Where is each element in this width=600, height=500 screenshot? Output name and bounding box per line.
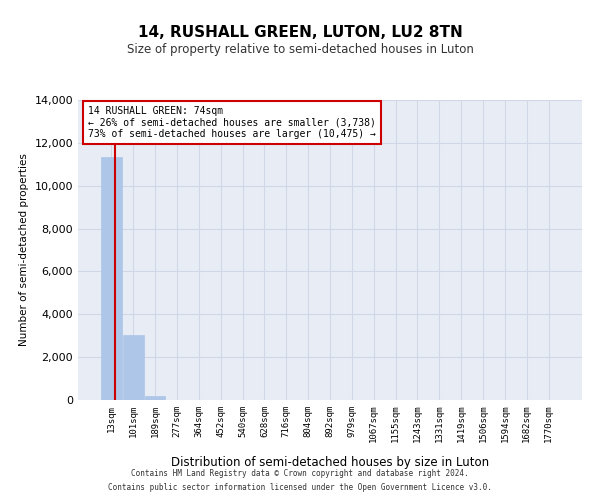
Text: 14, RUSHALL GREEN, LUTON, LU2 8TN: 14, RUSHALL GREEN, LUTON, LU2 8TN <box>137 25 463 40</box>
Text: Contains HM Land Registry data © Crown copyright and database right 2024.: Contains HM Land Registry data © Crown c… <box>131 468 469 477</box>
Text: Size of property relative to semi-detached houses in Luton: Size of property relative to semi-detach… <box>127 44 473 57</box>
Bar <box>101 158 122 400</box>
Text: Contains public sector information licensed under the Open Government Licence v3: Contains public sector information licen… <box>108 484 492 492</box>
Bar <box>145 396 166 400</box>
X-axis label: Distribution of semi-detached houses by size in Luton: Distribution of semi-detached houses by … <box>171 456 489 469</box>
Y-axis label: Number of semi-detached properties: Number of semi-detached properties <box>19 154 29 346</box>
Bar <box>123 334 143 400</box>
Text: 14 RUSHALL GREEN: 74sqm
← 26% of semi-detached houses are smaller (3,738)
73% of: 14 RUSHALL GREEN: 74sqm ← 26% of semi-de… <box>88 106 376 139</box>
